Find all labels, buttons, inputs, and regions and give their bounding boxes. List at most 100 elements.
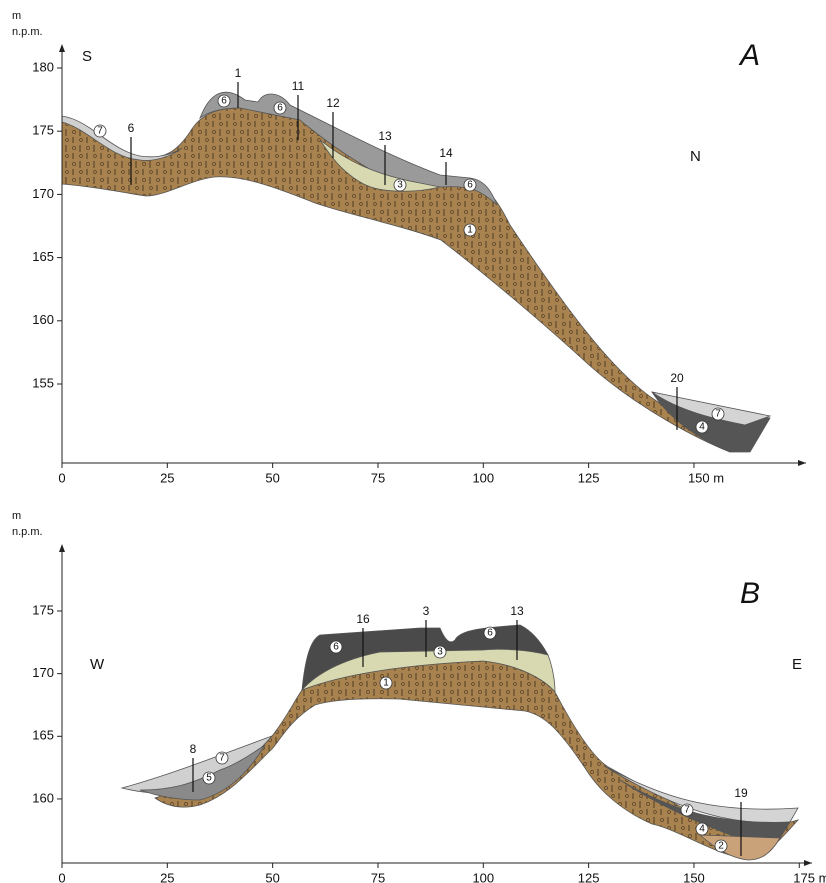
borehole-label: 14 bbox=[439, 146, 453, 160]
layer-7 bbox=[61, 115, 183, 161]
layer-label: 7 bbox=[97, 126, 103, 137]
layer-label: 6 bbox=[221, 96, 227, 107]
y-tick-label: 155 bbox=[32, 375, 54, 390]
layer-6 bbox=[199, 91, 498, 206]
y-tick-label: 170 bbox=[32, 186, 54, 201]
direction: S bbox=[82, 48, 92, 65]
borehole-label: 13 bbox=[378, 129, 392, 143]
x-tick-label: 0 bbox=[58, 870, 65, 883]
x-tick-label: 75 bbox=[371, 870, 385, 883]
boreholes-b: 8 16 3 13 19 bbox=[190, 604, 748, 856]
layer-label: 5 bbox=[206, 773, 212, 784]
layer-badge bbox=[202, 771, 216, 785]
borehole-label: 8 bbox=[190, 742, 197, 756]
layer-label: 6 bbox=[333, 642, 339, 653]
layer-badge bbox=[215, 751, 229, 765]
borehole-label: 12 bbox=[326, 96, 340, 110]
layer-4 bbox=[619, 779, 791, 839]
layer-label: 7 bbox=[684, 805, 690, 816]
borehole-label: 1 bbox=[235, 66, 242, 80]
borehole-label: 16 bbox=[356, 612, 370, 626]
x-tick-label: 25 bbox=[160, 870, 174, 883]
boreholes-a: 1 11 12 13 14 6 20 bbox=[128, 66, 684, 430]
y-tick-label: 175 bbox=[32, 602, 54, 617]
y-unit: n.p.m. bbox=[12, 526, 43, 538]
layer-label: 7 bbox=[219, 753, 225, 764]
y-tick-label: 165 bbox=[32, 249, 54, 264]
x-tick-label: 100 bbox=[472, 470, 494, 485]
x-tick-label: 150 bbox=[683, 870, 705, 883]
layer-badge bbox=[393, 178, 407, 192]
axis-arrow bbox=[798, 460, 806, 466]
layer-badge bbox=[329, 640, 343, 654]
layer-labels-a: 7 6 6 3 6 1 7 4 bbox=[93, 94, 725, 434]
layer-labels-b: 7 5 6 3 6 1 7 4 2 bbox=[202, 626, 728, 853]
layer-badge bbox=[273, 101, 287, 115]
layer-label: 1 bbox=[467, 225, 473, 236]
axis-arrow bbox=[59, 544, 65, 552]
y-unit: m bbox=[12, 510, 21, 522]
y-tick-label: 165 bbox=[32, 728, 54, 743]
layer-badge bbox=[433, 645, 447, 659]
y-tick-label: 180 bbox=[32, 59, 54, 74]
y-tick-label: 170 bbox=[32, 665, 54, 680]
layer-label: 4 bbox=[699, 422, 705, 433]
layer-badge bbox=[217, 94, 231, 108]
layer-label: 2 bbox=[718, 841, 724, 852]
layer-badge bbox=[463, 223, 477, 237]
layer-label: 6 bbox=[467, 180, 473, 191]
borehole-label: 3 bbox=[423, 604, 430, 618]
direction: N bbox=[690, 148, 701, 165]
layer-3 bbox=[301, 648, 556, 694]
borehole-label: 20 bbox=[670, 371, 684, 385]
layer-label: 6 bbox=[277, 103, 283, 114]
axis-arrow bbox=[59, 44, 65, 52]
panel-letter: B bbox=[740, 577, 760, 610]
layer-badge bbox=[695, 420, 709, 434]
layer-badge bbox=[680, 803, 694, 817]
x-tick-label: 175 m bbox=[793, 870, 826, 883]
x-tick-label: 125 bbox=[578, 870, 600, 883]
y-tick-label: 160 bbox=[32, 790, 54, 805]
borehole-label: 13 bbox=[510, 604, 524, 618]
layer-label: 7 bbox=[715, 409, 721, 420]
x-tick-label: 150 m bbox=[688, 470, 724, 485]
layer-badge bbox=[695, 822, 709, 836]
y-tick-label: 175 bbox=[32, 123, 54, 138]
y-unit: m bbox=[12, 10, 21, 22]
layer-badge bbox=[714, 839, 728, 853]
x-tick-label: 0 bbox=[58, 470, 65, 485]
y-tick-label: 160 bbox=[32, 312, 54, 327]
x-tick-label: 50 bbox=[265, 870, 279, 883]
x-tick-label: 75 bbox=[371, 470, 385, 485]
direction: W bbox=[90, 656, 105, 673]
layer-badge bbox=[711, 407, 725, 421]
section-b bbox=[59, 544, 812, 866]
layer-badge bbox=[379, 676, 393, 690]
axis-arrow bbox=[804, 860, 812, 866]
layer-badge bbox=[463, 178, 477, 192]
layer-3 bbox=[319, 139, 441, 192]
layer-label: 3 bbox=[397, 180, 403, 191]
borehole-label: 6 bbox=[128, 121, 135, 135]
section-a bbox=[59, 44, 806, 466]
x-tick-label: 25 bbox=[160, 470, 174, 485]
layer-7 bbox=[603, 765, 799, 824]
x-tick-label: 125 bbox=[578, 470, 600, 485]
panel-letter: A bbox=[738, 39, 760, 72]
y-unit: n.p.m. bbox=[12, 26, 43, 38]
layer-label: 6 bbox=[487, 628, 493, 639]
x-tick-label: 50 bbox=[265, 470, 279, 485]
layer-label: 3 bbox=[437, 647, 443, 658]
layer-label: 4 bbox=[699, 824, 705, 835]
x-tick-label: 100 bbox=[472, 870, 494, 883]
layer-5 bbox=[139, 744, 266, 801]
borehole-label: 11 bbox=[292, 79, 305, 93]
layer-badge bbox=[483, 626, 497, 640]
direction: E bbox=[792, 656, 802, 673]
layer-label: 1 bbox=[383, 678, 389, 689]
borehole-label: 19 bbox=[734, 786, 748, 800]
layer-7 bbox=[651, 391, 772, 426]
layer-badge bbox=[93, 124, 107, 138]
